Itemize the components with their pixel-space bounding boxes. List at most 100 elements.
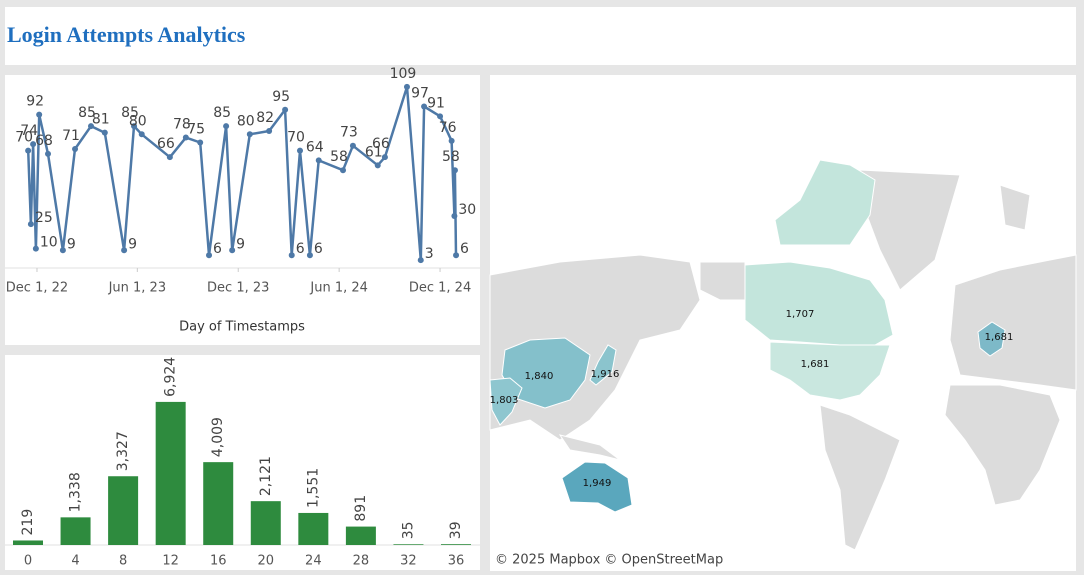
data-label: 85 [121,105,139,121]
data-label: 64 [306,139,324,155]
bar [60,517,91,545]
point [374,162,381,169]
data-label: 9 [67,236,76,252]
data-label: 3 [425,246,434,262]
data-label: 92 [26,94,44,110]
region-label: 1,707 [786,309,815,320]
x-tick-label: Dec 1, 22 [6,281,68,296]
point [131,123,138,130]
x-tick-label: 12 [162,554,179,569]
point [101,129,108,136]
data-label: 80 [237,113,255,129]
bar [155,401,186,545]
data-label: 66 [372,136,390,152]
data-label: 70 [15,130,33,146]
region [589,344,617,386]
point [381,154,388,161]
x-tick-label: Jun 1, 23 [108,281,167,296]
bar [298,512,329,545]
data-label: 3,327 [115,431,131,471]
data-label: 891 [353,495,369,522]
point [448,137,455,144]
region-label: 1,803 [490,395,519,406]
x-tick-label: 4 [71,554,79,569]
point [182,134,189,141]
data-label: 75 [187,121,205,137]
data-label: 78 [173,117,191,133]
data-label: 10 [40,235,58,251]
point [403,83,410,90]
data-label: 85 [213,105,231,121]
attribution: © 2025 Mapbox © OpenStreetMap [495,553,723,568]
data-label: 58 [442,149,460,165]
bar [441,544,471,545]
x-tick-label: 36 [448,554,465,569]
line [26,85,458,262]
region [977,321,1006,357]
point [282,106,289,113]
point [349,142,356,149]
data-label: 9 [128,236,137,252]
point [166,154,173,161]
x-tick-label: 8 [119,554,127,569]
x-tick-label: 16 [210,554,227,569]
point [417,257,424,264]
data-label: 6 [314,241,323,257]
dashboard-title: Login Attempts Analytics [7,22,246,47]
line-panel [5,75,480,345]
data-label: 76 [439,120,457,136]
point [437,113,444,120]
data-label: 85 [78,105,96,121]
point [36,111,43,118]
data-label: 73 [340,125,358,141]
x-tick-label: 24 [305,554,322,569]
data-label: 1,338 [68,472,84,512]
point [32,245,39,252]
x-tick-label: 28 [353,554,370,569]
data-label: 68 [35,133,53,149]
region [489,377,523,426]
point [306,252,313,259]
bar [108,476,139,545]
point [223,123,230,130]
data-label: 6 [213,241,222,257]
point [246,131,253,138]
point [72,145,79,152]
data-label: 25 [35,210,53,226]
point [296,147,303,154]
data-label: 39 [448,521,464,539]
point [138,131,145,138]
point [451,212,458,219]
data-label: 30 [458,202,476,218]
data-label: 82 [256,110,274,126]
region-label: 1,949 [583,478,612,489]
data-label: 70 [287,130,305,146]
data-label: 4,009 [210,417,226,457]
region [561,461,633,513]
data-label: 58 [330,149,348,165]
point [121,247,128,254]
data-label: 2,121 [258,456,274,496]
point [88,123,95,130]
point [206,252,213,259]
x-axis-title: Day of Timestamps [179,320,305,335]
data-label: 6 [460,241,469,257]
point [421,103,428,110]
region-label: 1,681 [801,359,830,370]
point [340,167,347,174]
bar [393,544,424,545]
x-tick-label: Jun 1, 24 [309,281,368,296]
bar [13,540,43,545]
x-tick-label: Dec 1, 24 [409,281,471,296]
data-label: 91 [427,95,445,111]
bar [345,526,376,545]
data-label: 9 [236,236,245,252]
point [288,252,295,259]
x-tick-label: 20 [258,554,275,569]
point [30,141,37,148]
title-panel [5,7,1076,65]
x-tick-label: 32 [400,554,417,569]
point [315,157,322,164]
point [27,221,34,228]
